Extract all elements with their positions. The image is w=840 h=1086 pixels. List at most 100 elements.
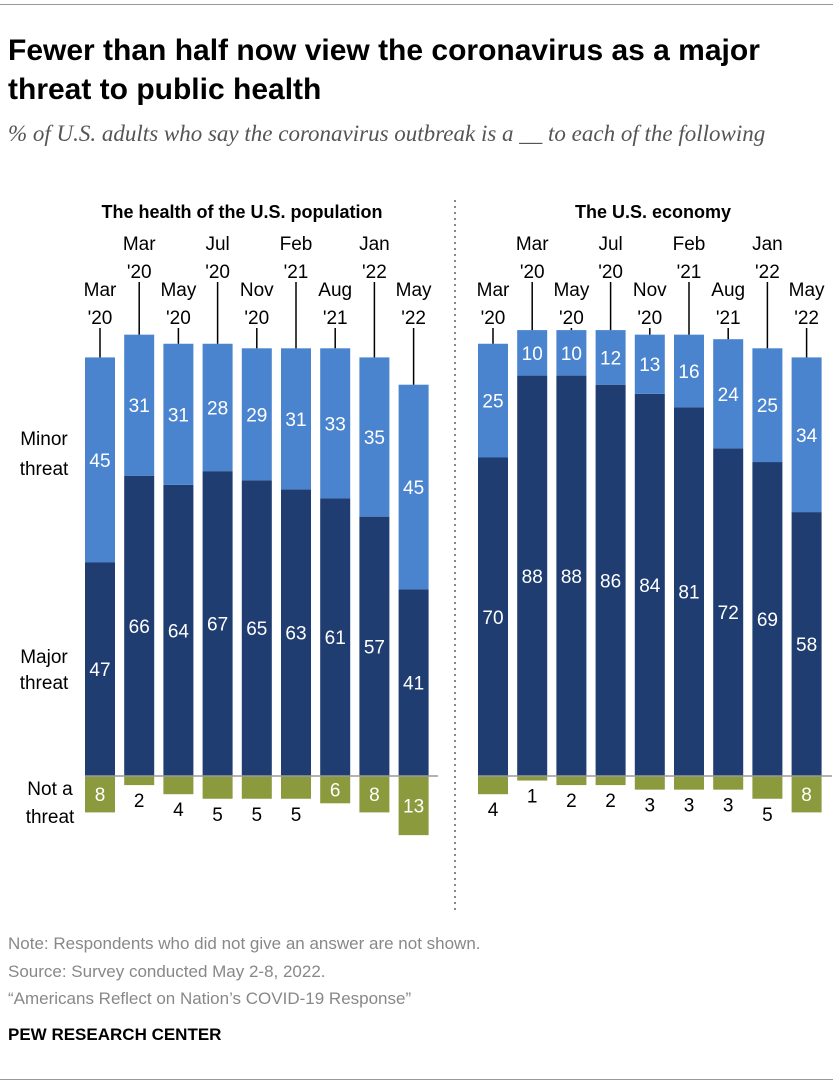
value-label-not: 5: [291, 805, 302, 826]
bar-minor-threat: [359, 357, 390, 517]
category-label: '20: [88, 308, 113, 329]
bar-not-a-threat: [85, 776, 115, 813]
bar-major-threat: [202, 471, 233, 776]
category-label: Feb: [280, 234, 313, 255]
value-label-minor: 25: [757, 396, 778, 417]
category-label: Jul: [598, 234, 622, 255]
value-label-not: 6: [330, 781, 341, 802]
value-label-minor: 35: [364, 428, 385, 449]
bar-not-a-threat: [634, 776, 665, 790]
value-label-minor: 10: [561, 344, 582, 365]
value-label-not: 4: [488, 800, 499, 821]
category-label: Mar: [516, 234, 549, 255]
row-label-major: Major: [20, 647, 68, 668]
value-label-major: 69: [757, 610, 778, 631]
chart-title: Fewer than half now view the coronavirus…: [8, 34, 760, 106]
bar-not-a-threat: [163, 776, 194, 795]
category-label: '20: [481, 308, 506, 329]
category-label: '22: [755, 262, 780, 283]
panel-title: The health of the U.S. population: [102, 202, 383, 222]
category-label: '22: [794, 308, 819, 329]
bar-not-a-threat: [556, 776, 587, 786]
category-label: Mar: [477, 280, 510, 301]
bar-major-threat: [163, 484, 194, 776]
bar-minor-threat: [478, 343, 508, 458]
value-label-not: 1: [527, 787, 538, 808]
value-label-major: 86: [600, 571, 621, 592]
bar-not-a-threat: [202, 776, 233, 799]
value-label-not: 13: [403, 797, 424, 818]
value-label-not: 2: [134, 791, 145, 812]
value-label-not: 5: [212, 805, 223, 826]
bar-minor-threat: [791, 357, 822, 513]
value-label-minor: 45: [89, 451, 110, 472]
bar-not-a-threat: [713, 776, 744, 790]
value-label-major: 57: [364, 637, 385, 658]
category-label: Mar: [84, 280, 117, 301]
bar-major-threat: [85, 562, 115, 776]
value-label-not: 2: [566, 791, 577, 812]
row-label-minor: threat: [20, 459, 69, 480]
value-label-minor: 24: [718, 385, 740, 406]
category-label: '20: [637, 308, 662, 329]
category-label: '20: [244, 308, 269, 329]
stacked-bar-chart: Minor threat Major threat Not a threat The hea…: [20, 200, 832, 914]
bar-major-threat: [791, 512, 822, 776]
value-label-minor: 29: [246, 405, 267, 426]
bar-minor-threat: [517, 330, 548, 376]
value-label-not: 4: [173, 800, 184, 821]
bar-major-threat: [634, 393, 665, 776]
bar-major-threat: [241, 480, 272, 776]
value-label-not: 3: [645, 796, 656, 817]
category-label: May: [160, 280, 196, 301]
bar-major-threat: [359, 516, 390, 776]
bar-minor-threat: [634, 334, 665, 394]
bar-minor-threat: [163, 343, 194, 485]
bar-minor-threat: [752, 348, 783, 463]
category-label: Mar: [123, 234, 156, 255]
bar-not-a-threat: [281, 776, 311, 799]
category-label: May: [396, 280, 432, 301]
category-label: '20: [520, 262, 545, 283]
bar-not-a-threat: [478, 776, 508, 795]
category-label: '22: [401, 308, 426, 329]
category-label: '20: [205, 262, 230, 283]
bar-major-threat: [398, 589, 429, 776]
value-label-minor: 16: [678, 362, 699, 383]
category-label: '21: [677, 262, 702, 283]
value-label-major: 41: [403, 674, 424, 695]
chart-subtitle: % of U.S. adults who say the coronavirus…: [8, 121, 766, 146]
value-label-minor: 31: [168, 405, 189, 426]
bar-major-threat: [517, 375, 548, 776]
value-label-major: 61: [325, 628, 346, 649]
bar-minor-threat: [281, 348, 311, 490]
bottom-rule: [0, 1079, 833, 1080]
value-label-minor: 25: [482, 392, 503, 413]
category-label: May: [789, 280, 825, 301]
category-label: '20: [166, 308, 191, 329]
value-label-major: 70: [482, 608, 503, 629]
bar-not-a-threat: [320, 776, 351, 804]
value-label-minor: 33: [325, 414, 346, 435]
value-label-not: 8: [95, 785, 106, 806]
bar-minor-threat: [713, 339, 744, 449]
bar-minor-threat: [674, 334, 704, 408]
bar-minor-threat: [320, 348, 351, 499]
value-label-major: 47: [89, 660, 110, 681]
value-label-major: 58: [796, 635, 817, 656]
category-label: '22: [362, 262, 387, 283]
bar-major-threat: [595, 384, 626, 776]
category-label: '20: [127, 262, 152, 283]
value-label-major: 67: [207, 615, 228, 636]
category-label: Nov: [240, 280, 274, 301]
value-label-major: 66: [129, 617, 150, 638]
value-label-not: 3: [723, 796, 734, 817]
value-label-minor: 31: [285, 410, 306, 431]
bar-major-threat: [674, 407, 704, 776]
value-label-not: 8: [369, 785, 380, 806]
bar-not-a-threat: [517, 776, 548, 781]
value-label-major: 65: [246, 619, 267, 640]
value-label-major: 88: [522, 567, 543, 588]
category-label: Jan: [359, 234, 390, 255]
bar-minor-threat: [124, 334, 155, 476]
